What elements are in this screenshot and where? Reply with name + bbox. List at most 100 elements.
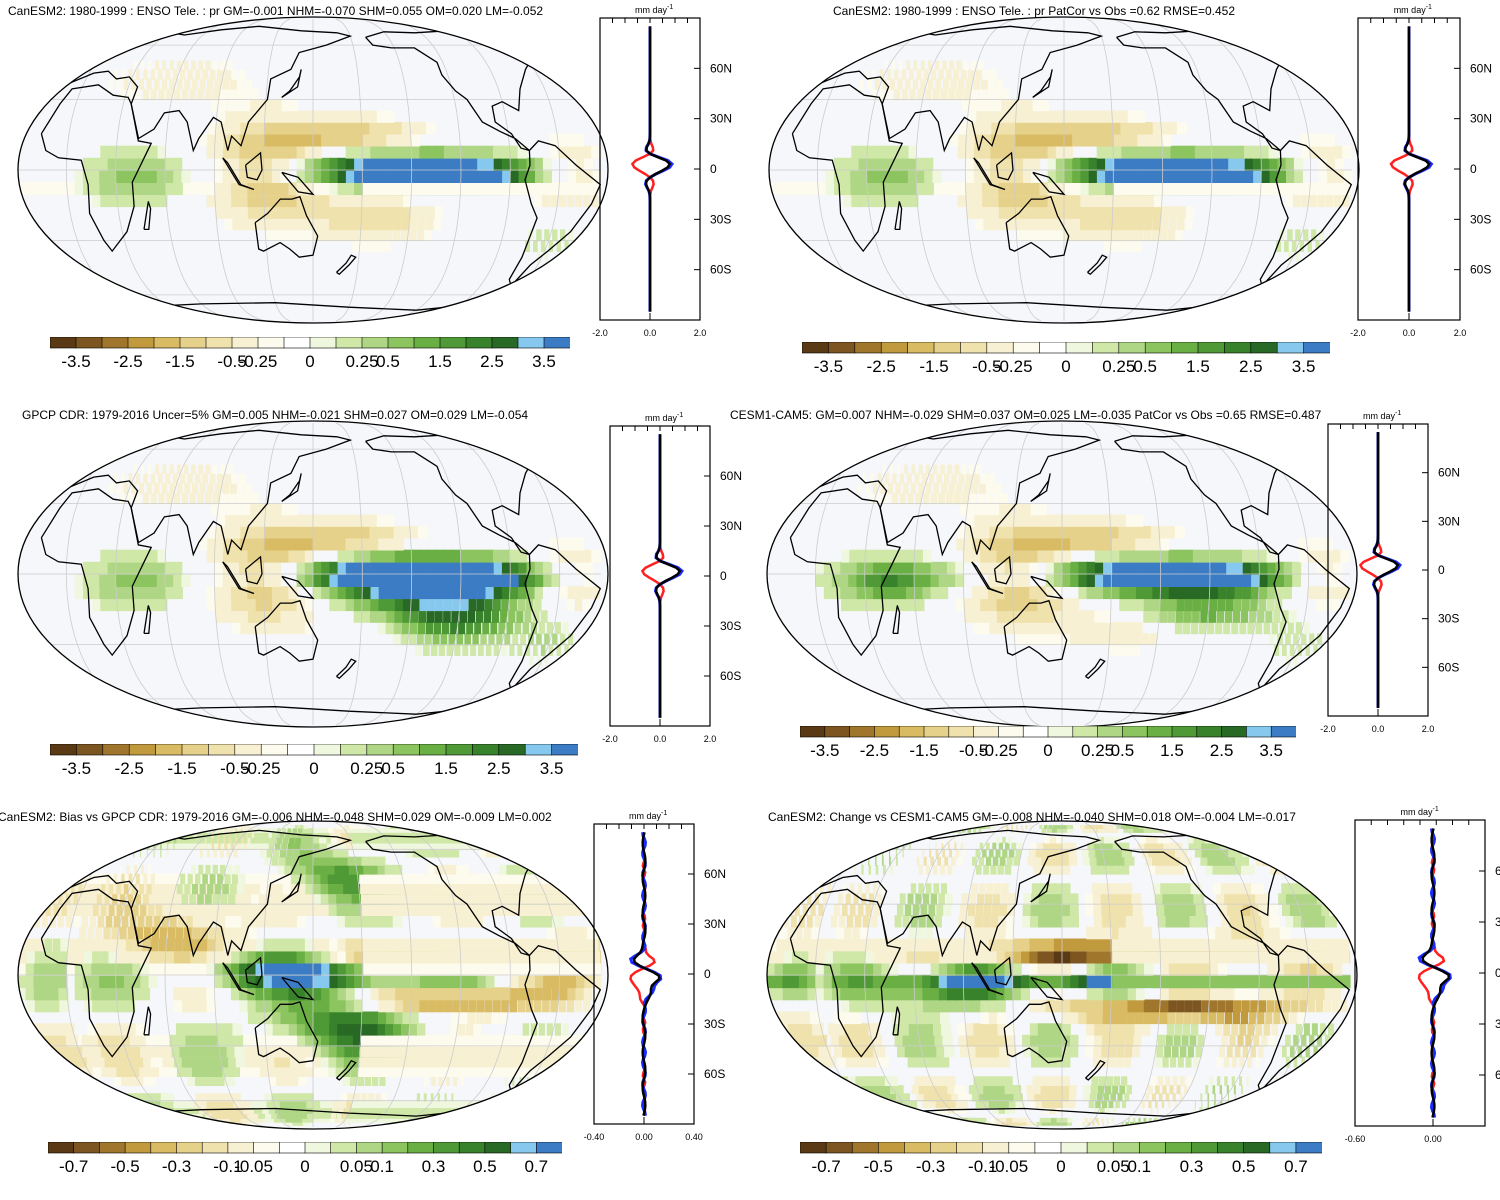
colorbar-swatch xyxy=(202,1142,228,1153)
colorbar-swatch xyxy=(544,337,570,348)
profile-unit-label: mm day-1 xyxy=(1394,4,1432,15)
colorbar-swatch xyxy=(957,1142,983,1153)
colorbar-tick-label: 0.1 xyxy=(370,1157,394,1177)
colorbar-swatch xyxy=(878,1142,904,1153)
colorbar-swatch xyxy=(960,342,987,353)
colorbar-tick-label: 1.5 xyxy=(1160,741,1184,761)
colorbar-swatch xyxy=(180,337,206,348)
colorbar-swatch xyxy=(408,1142,434,1153)
profile-ytick-label: 60N xyxy=(1470,61,1492,75)
world-map xyxy=(17,420,609,728)
colorbar-tick-label: 0 xyxy=(1056,1157,1065,1177)
profile-xtick-label: -2.0 xyxy=(1350,328,1366,338)
profile-xtick-label: 0.0 xyxy=(654,734,667,744)
colorbar-swatch xyxy=(1139,1142,1165,1153)
colorbar-tick-label: 1.5 xyxy=(1186,357,1210,377)
colorbar-swatch xyxy=(356,1142,382,1153)
colorbar-swatch xyxy=(1251,342,1278,353)
colorbar-tick-label: -3.5 xyxy=(814,357,843,377)
map-panel: CanESM2: 1980-1999 : ENSO Tele. : pr GM=… xyxy=(0,0,750,394)
colorbar-swatch xyxy=(102,337,128,348)
colorbar-tick-label: -0.7 xyxy=(811,1157,840,1177)
profile-xtick-label: 2.0 xyxy=(1454,328,1467,338)
colorbar-tick-label: 0 xyxy=(300,1157,309,1177)
colorbar-swatch xyxy=(949,726,974,737)
colorbar-tick-label: 0.25 xyxy=(1081,741,1114,761)
colorbar-tick-label: -3.5 xyxy=(62,759,91,779)
colorbar-tick-label: 3.5 xyxy=(532,352,556,372)
colorbar-swatch xyxy=(1165,1142,1191,1153)
colorbar-swatch xyxy=(552,744,578,755)
colorbar-tick-label: -1.5 xyxy=(165,352,194,372)
profile-ytick-label: 0 xyxy=(1470,162,1477,176)
colorbar-tick-label: 2.5 xyxy=(487,759,511,779)
world-map xyxy=(766,820,1358,1130)
profile-xtick-label: -0.40 xyxy=(584,1132,605,1142)
colorbar-tick-label: -0.7 xyxy=(59,1157,88,1177)
colorbar-swatch xyxy=(340,744,367,755)
unit-text: mm day xyxy=(645,413,677,423)
colorbar-swatch xyxy=(382,1142,408,1153)
colorbar xyxy=(48,1142,562,1154)
colorbar xyxy=(50,744,578,756)
colorbar-swatch xyxy=(362,337,388,348)
profile-ytick-label: 60S xyxy=(1470,263,1491,277)
colorbar-swatch xyxy=(310,337,336,348)
colorbar-tick-label: -2.5 xyxy=(867,357,896,377)
colorbar-tick-label: 2.5 xyxy=(1210,741,1234,761)
colorbar-swatch xyxy=(74,1142,100,1153)
profile-unit-label: mm day-1 xyxy=(645,412,683,423)
colorbar-tick-label: 0.5 xyxy=(473,1157,497,1177)
colorbar-tick-label: -2.5 xyxy=(115,759,144,779)
unit-text: mm day xyxy=(635,5,667,15)
profile-ytick-label: 60S xyxy=(704,1067,725,1081)
colorbar-swatch xyxy=(1023,726,1048,737)
colorbar-swatch xyxy=(881,342,908,353)
colorbar-tick-label: -0.3 xyxy=(916,1157,945,1177)
colorbar-swatch xyxy=(1061,1142,1087,1153)
colorbar-tick-label: 0.3 xyxy=(1180,1157,1204,1177)
colorbar-swatch xyxy=(511,1142,537,1153)
colorbar-swatch xyxy=(1197,726,1222,737)
colorbar-swatch xyxy=(974,726,999,737)
colorbar-swatch xyxy=(1270,1142,1296,1153)
colorbar-tick-label: -0.05 xyxy=(989,1157,1028,1177)
profile-curve xyxy=(656,434,680,717)
profile-ytick-label: 0 xyxy=(1495,966,1500,980)
profile-ytick-label: 30N xyxy=(720,519,742,533)
colorbar-swatch xyxy=(924,726,949,737)
colorbar-swatch xyxy=(908,342,935,353)
colorbar-swatch xyxy=(1271,726,1296,737)
profile-xtick-label: 0.00 xyxy=(1424,1134,1442,1144)
colorbar-tick-label: 0 xyxy=(1061,357,1070,377)
colorbar-swatch xyxy=(446,744,473,755)
profile-unit-label: mm day-1 xyxy=(629,810,667,821)
colorbar-swatch xyxy=(208,744,235,755)
colorbar-swatch xyxy=(99,1142,125,1153)
colorbar xyxy=(800,1142,1322,1154)
unit-exponent: -1 xyxy=(1395,410,1401,417)
colorbar-swatch xyxy=(414,337,440,348)
profile-xtick-label: 0.0 xyxy=(644,328,657,338)
colorbar-tick-label: 0.25 xyxy=(350,759,383,779)
colorbar-swatch xyxy=(800,1142,826,1153)
colorbar-tick-label: 0 xyxy=(1043,741,1052,761)
colorbar-swatch xyxy=(485,1142,511,1153)
colorbar-swatch xyxy=(154,337,180,348)
colorbar-swatch xyxy=(1119,342,1146,353)
colorbar-tick-label: -0.05 xyxy=(234,1157,273,1177)
colorbar-swatch xyxy=(492,337,518,348)
colorbar-tick-label: 0.3 xyxy=(422,1157,446,1177)
colorbar-tick-label: -0.3 xyxy=(162,1157,191,1177)
colorbar-swatch xyxy=(874,726,899,737)
profile-xtick-label: 0.0 xyxy=(1403,328,1416,338)
colorbar-swatch xyxy=(899,726,924,737)
colorbar-swatch xyxy=(284,337,310,348)
colorbar-swatch xyxy=(388,337,414,348)
colorbar-tick-label: 0.5 xyxy=(376,352,400,372)
profile-ytick-label: 0 xyxy=(720,569,727,583)
profile-ytick-label: 30N xyxy=(704,917,726,931)
profile-xtick-label: 2.0 xyxy=(1422,724,1435,734)
colorbar-swatch xyxy=(983,1142,1009,1153)
